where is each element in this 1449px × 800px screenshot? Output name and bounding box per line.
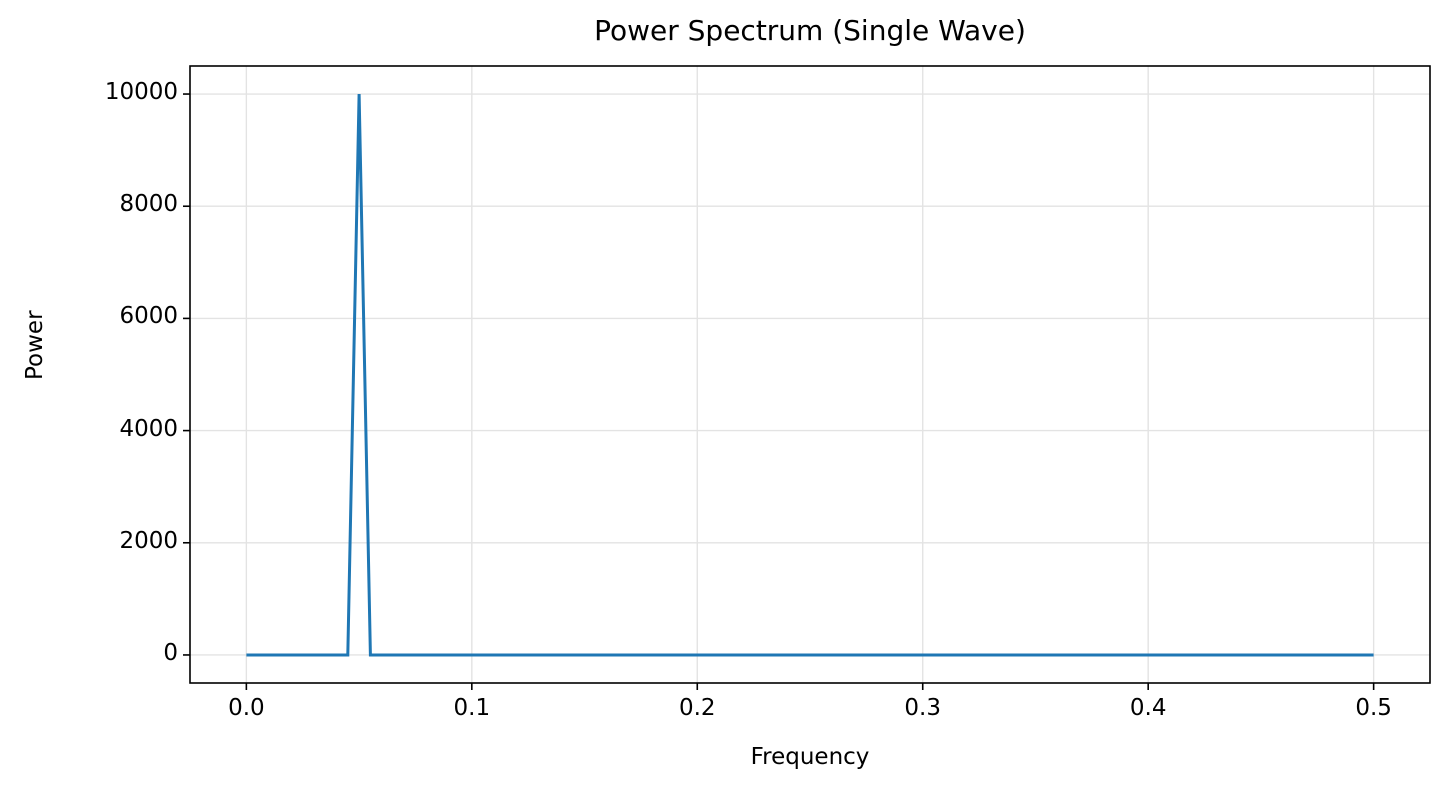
gridlines [190,66,1430,683]
axis-ticks [183,93,1375,690]
x-tick-label: 0.3 [904,695,941,721]
y-tick-label: 0 [163,639,178,666]
y-axis-label: Power [22,310,48,380]
y-tick-label: 4000 [119,415,178,442]
y-tick-label: 6000 [119,303,178,330]
x-tick-label: 0.1 [453,695,491,721]
x-axis-label: Frequency [750,744,870,770]
chart-title: Power Spectrum (Single Wave) [594,14,1026,47]
x-tick-label: 0.0 [228,695,265,721]
power-line [246,93,1374,657]
x-tick-label: 0.5 [1355,695,1392,721]
x-tick-label: 0.4 [1129,695,1167,721]
y-tick-label: 10000 [104,79,178,106]
y-tick-label: 2000 [119,527,178,554]
x-tick-label: 0.2 [678,695,716,721]
y-tick-label: 8000 [119,191,178,218]
axes-frame [189,65,1431,684]
